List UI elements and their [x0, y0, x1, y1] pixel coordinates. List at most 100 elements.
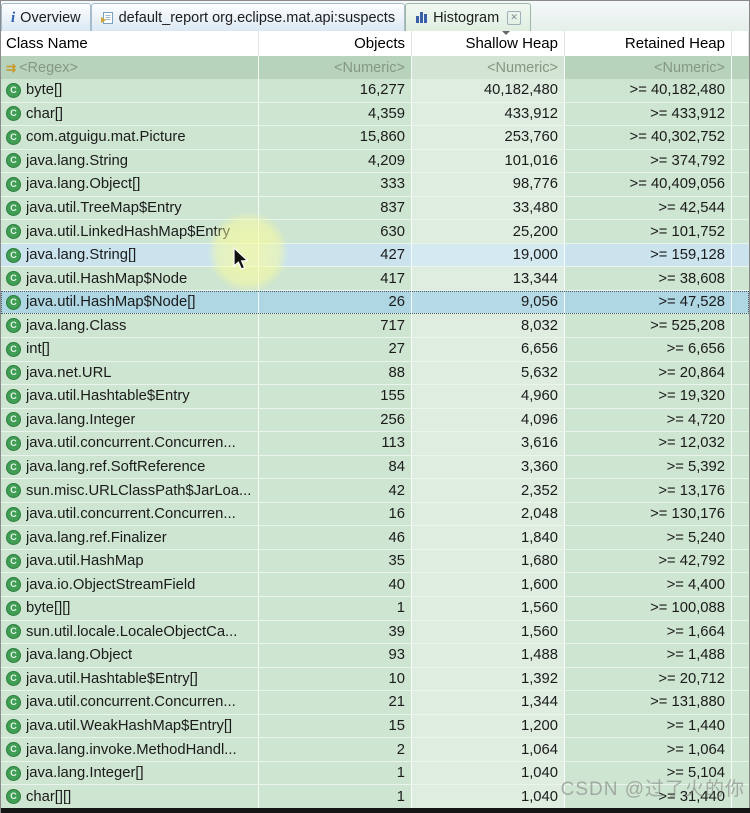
filter-placeholder: <Numeric>	[487, 59, 558, 76]
filter-row: ⇉ <Regex> <Numeric> <Numeric> <Numeric>	[1, 56, 749, 79]
row-gutter	[732, 291, 749, 314]
row-gutter	[732, 456, 749, 479]
row-gutter	[732, 267, 749, 290]
shallow-heap-cell: 2,048	[412, 502, 565, 526]
class-name-text: java.lang.ref.SoftReference	[26, 459, 206, 476]
retained-heap-cell: >= 1,488	[565, 644, 732, 667]
shallow-heap-filter-field[interactable]: <Numeric>	[412, 56, 565, 79]
column-header-shallow-heap[interactable]: Shallow Heap	[412, 31, 565, 56]
tab-histogram[interactable]: Histogram ✕	[405, 3, 532, 31]
class-name-text: java.io.ObjectStreamField	[26, 576, 196, 593]
objects-cell: 4,359	[259, 102, 412, 126]
row-gutter	[732, 338, 749, 361]
shallow-heap-cell: 1,600	[412, 573, 565, 597]
retained-heap-cell: >= 40,182,480	[565, 79, 732, 102]
row-gutter	[732, 197, 749, 220]
regex-filter-field[interactable]: ⇉ <Regex>	[1, 56, 259, 79]
shallow-heap-cell: 3,360	[412, 455, 565, 479]
retained-heap-cell: >= 130,176	[565, 502, 732, 526]
retained-heap-cell: >= 101,752	[565, 220, 732, 243]
objects-cell: 46	[259, 526, 412, 549]
row-gutter	[732, 244, 749, 267]
sort-desc-icon	[502, 31, 510, 35]
class-icon: C	[6, 247, 21, 263]
class-icon: C	[6, 530, 21, 546]
filter-placeholder: <Numeric>	[334, 59, 405, 76]
class-name-text: java.lang.Integer	[26, 411, 136, 428]
shallow-heap-cell: 9,056	[412, 290, 565, 314]
column-header-retained-heap[interactable]: Retained Heap	[565, 31, 732, 56]
shallow-heap-cell: 4,096	[412, 408, 565, 432]
row-gutter	[732, 432, 749, 455]
objects-cell: 39	[259, 620, 412, 644]
retained-heap-filter-field[interactable]: <Numeric>	[565, 56, 732, 79]
class-icon: C	[6, 671, 21, 687]
objects-cell: 113	[259, 432, 412, 455]
column-header-objects[interactable]: Objects	[259, 31, 412, 56]
class-icon: C	[6, 483, 21, 499]
retained-heap-cell: >= 1,664	[565, 620, 732, 644]
shallow-heap-cell: 19,000	[412, 243, 565, 267]
tab-overview[interactable]: i Overview	[1, 3, 91, 31]
row-gutter	[732, 644, 749, 667]
column-header-class-name[interactable]: Class Name	[1, 31, 259, 56]
class-name-text: sun.util.locale.LocaleObjectCa...	[26, 623, 238, 640]
class-name-text: java.lang.String[]	[26, 247, 137, 264]
objects-cell: 256	[259, 408, 412, 432]
class-name-text: char[][]	[26, 788, 72, 805]
retained-heap-cell: >= 159,128	[565, 243, 732, 267]
header-gutter	[732, 31, 749, 56]
row-gutter	[732, 385, 749, 408]
shallow-heap-cell: 1,344	[412, 691, 565, 714]
objects-filter-field[interactable]: <Numeric>	[259, 56, 412, 79]
class-name-text: com.atguigu.mat.Picture	[26, 129, 186, 146]
shallow-heap-cell: 13,344	[412, 267, 565, 290]
tab-default-report[interactable]: default_report org.eclipse.mat.api:suspe…	[90, 3, 406, 31]
filter-placeholder: <Numeric>	[654, 59, 725, 76]
tab-label: default_report org.eclipse.mat.api:suspe…	[118, 9, 396, 26]
class-icon: C	[6, 412, 21, 428]
retained-heap-cell: >= 374,792	[565, 149, 732, 173]
class-icon: C	[6, 153, 21, 169]
class-icon: C	[6, 435, 21, 451]
close-icon[interactable]: ✕	[507, 10, 522, 25]
class-icon: C	[6, 765, 21, 781]
tab-label: Overview	[20, 9, 81, 26]
objects-cell: 155	[259, 385, 412, 408]
